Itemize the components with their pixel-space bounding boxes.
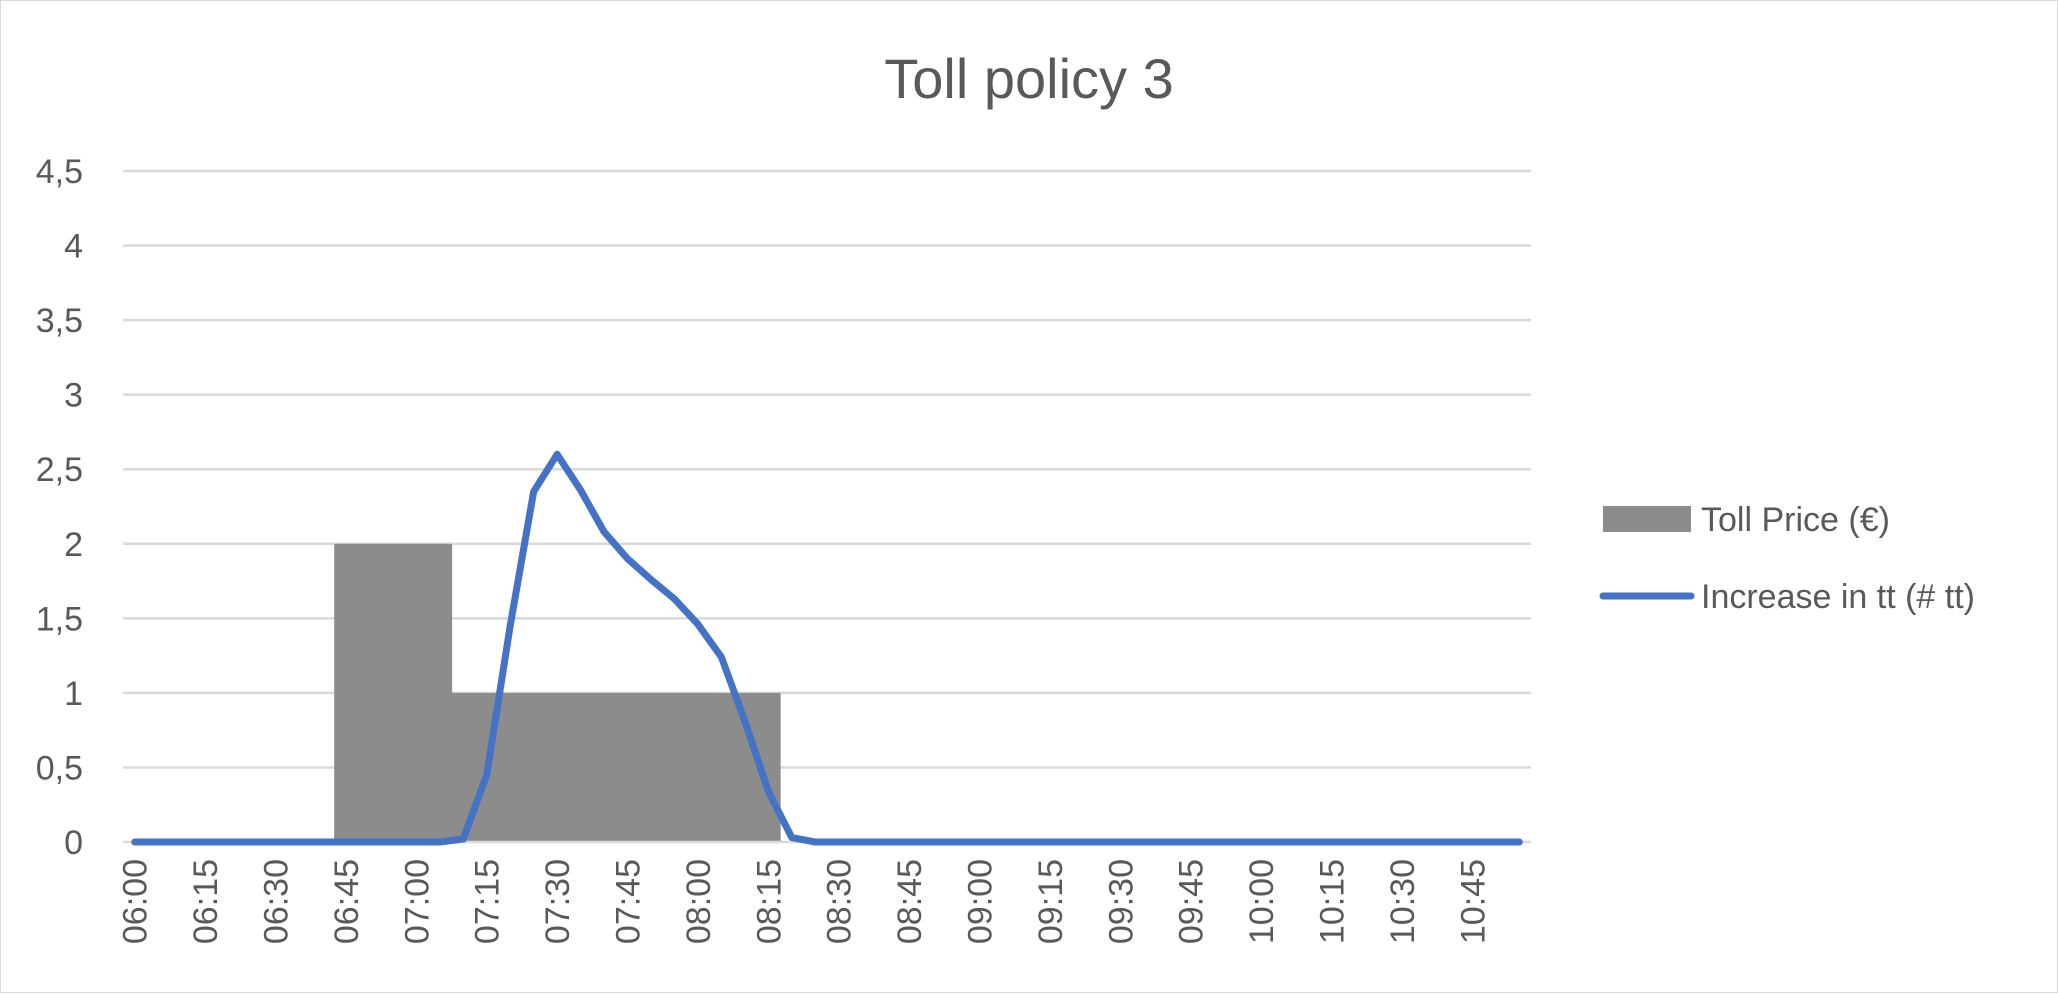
- toll-price-bar: [709, 692, 734, 842]
- x-tick-label: 07:30: [539, 859, 577, 944]
- x-tick-label: 09:45: [1173, 859, 1211, 944]
- x-tick-label: 06:45: [328, 859, 366, 944]
- toll-price-bar: [381, 543, 406, 842]
- x-tick-label: 07:45: [610, 859, 648, 944]
- toll-price-bar: [428, 543, 453, 842]
- x-axis-ticks: 06:00 06:15 06:30 06:45 07:00 07:15 07:30 07:45…: [117, 859, 1493, 944]
- legend-label-toll-price: Toll Price (€): [1701, 501, 1890, 539]
- y-tick-label: 4: [64, 228, 83, 266]
- y-tick-label: 1,5: [36, 600, 83, 638]
- increase-tt-line: [131, 450, 1523, 846]
- y-tick-label: 0: [64, 824, 83, 862]
- x-tick-label: 08:15: [750, 859, 788, 944]
- x-tick-label: 06:15: [187, 859, 225, 944]
- x-tick-label: 09:00: [962, 859, 1000, 944]
- y-tick-label: 3,5: [36, 302, 83, 340]
- legend: Toll Price (€) Increase in tt (# tt): [1599, 501, 1975, 616]
- y-tick-label: 2,5: [36, 451, 83, 489]
- x-tick-label: 06:00: [117, 859, 155, 944]
- toll-price-bar: [357, 543, 382, 842]
- y-axis-ticks: 0 0,5 1 1,5 2 2,5 3 3,5 4 4,5: [36, 153, 83, 862]
- chart-title: Toll policy 3: [884, 47, 1173, 110]
- x-tick-label: 07:00: [398, 859, 436, 944]
- toll-price-bar: [568, 692, 593, 842]
- x-tick-label: 08:00: [680, 859, 718, 944]
- x-tick-label: 10:45: [1454, 859, 1492, 944]
- y-tick-label: 0,5: [36, 749, 83, 787]
- toll-price-bar: [592, 692, 617, 842]
- toll-price-bar: [662, 692, 687, 842]
- toll-price-bar: [615, 692, 640, 842]
- toll-price-bars: [334, 543, 781, 842]
- x-tick-label: 10:00: [1243, 859, 1281, 944]
- x-tick-label: 10:30: [1384, 859, 1422, 944]
- toll-price-bar: [498, 692, 523, 842]
- toll-price-bar: [404, 543, 429, 842]
- toll-price-bar: [639, 692, 664, 842]
- legend-swatch-toll-price: [1603, 506, 1691, 532]
- toll-price-bar: [686, 692, 711, 842]
- toll-price-bar: [545, 692, 570, 842]
- y-tick-label: 3: [64, 377, 83, 415]
- y-tick-label: 2: [64, 526, 83, 564]
- x-tick-label: 08:30: [821, 859, 859, 944]
- x-tick-label: 09:15: [1032, 859, 1070, 944]
- toll-price-bar: [521, 692, 546, 842]
- x-tick-label: 07:15: [469, 859, 507, 944]
- increase-tt-line-group: [131, 450, 1523, 846]
- toll-price-bar: [334, 543, 359, 842]
- x-tick-label: 10:15: [1314, 859, 1352, 944]
- x-tick-label: 08:45: [891, 859, 929, 944]
- legend-label-increase-tt: Increase in tt (# tt): [1701, 578, 1975, 616]
- y-tick-label: 1: [64, 675, 83, 713]
- y-tick-label: 4,5: [36, 153, 83, 191]
- x-tick-label: 09:30: [1102, 859, 1140, 944]
- x-tick-label: 06:30: [258, 859, 296, 944]
